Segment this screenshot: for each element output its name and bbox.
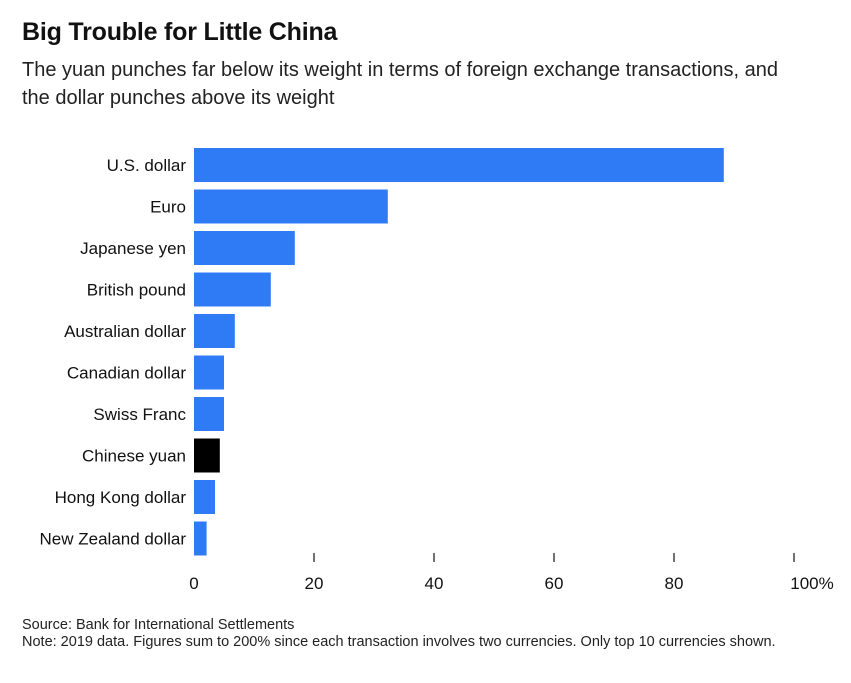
bar-euro <box>194 189 388 224</box>
category-label-new-zealand-dollar: New Zealand dollar <box>40 530 187 549</box>
bar-u-s-dollar <box>194 148 724 182</box>
category-label-u-s-dollar: U.S. dollar <box>107 156 187 175</box>
category-label-japanese-yen: Japanese yen <box>80 239 186 258</box>
bar-australian-dollar <box>194 314 235 348</box>
source-note: Source: Bank for International Settlemen… <box>22 617 295 633</box>
x-tick-label: 100% <box>790 574 833 593</box>
x-tick-label: 20 <box>305 574 324 593</box>
x-tick-label: 80 <box>665 574 684 593</box>
category-label-hong-kong-dollar: Hong Kong dollar <box>55 488 187 507</box>
category-label-euro: Euro <box>150 198 186 217</box>
bar-british-pound <box>194 272 271 307</box>
data-note: Note: 2019 data. Figures sum to 200% sin… <box>22 634 776 650</box>
category-label-british-pound: British pound <box>87 281 186 300</box>
bar-chart: U.S. dollar Euro Japanese yen British pound… <box>40 148 834 593</box>
bar-chinese-yuan <box>194 438 220 473</box>
bar-canadian-dollar <box>194 355 224 390</box>
chart-footer: Source: Bank for International Settlemen… <box>22 617 822 651</box>
x-tick-label: 60 <box>545 574 564 593</box>
category-label-chinese-yuan: Chinese yuan <box>82 447 186 466</box>
bar-hong-kong-dollar <box>194 480 215 514</box>
category-label-australian-dollar: Australian dollar <box>64 322 186 341</box>
x-tick-label: 40 <box>425 574 444 593</box>
category-label-swiss-franc: Swiss Franc <box>93 405 186 424</box>
bar-new-zealand-dollar <box>194 521 207 556</box>
chart-title: Big Trouble for Little China <box>22 18 338 46</box>
chart-subtitle: The yuan punches far below its weight in… <box>22 59 778 109</box>
bar-swiss-franc <box>194 397 224 431</box>
category-label-canadian-dollar: Canadian dollar <box>67 364 186 383</box>
x-tick-label: 0 <box>189 574 198 593</box>
bar-japanese-yen <box>194 231 295 265</box>
